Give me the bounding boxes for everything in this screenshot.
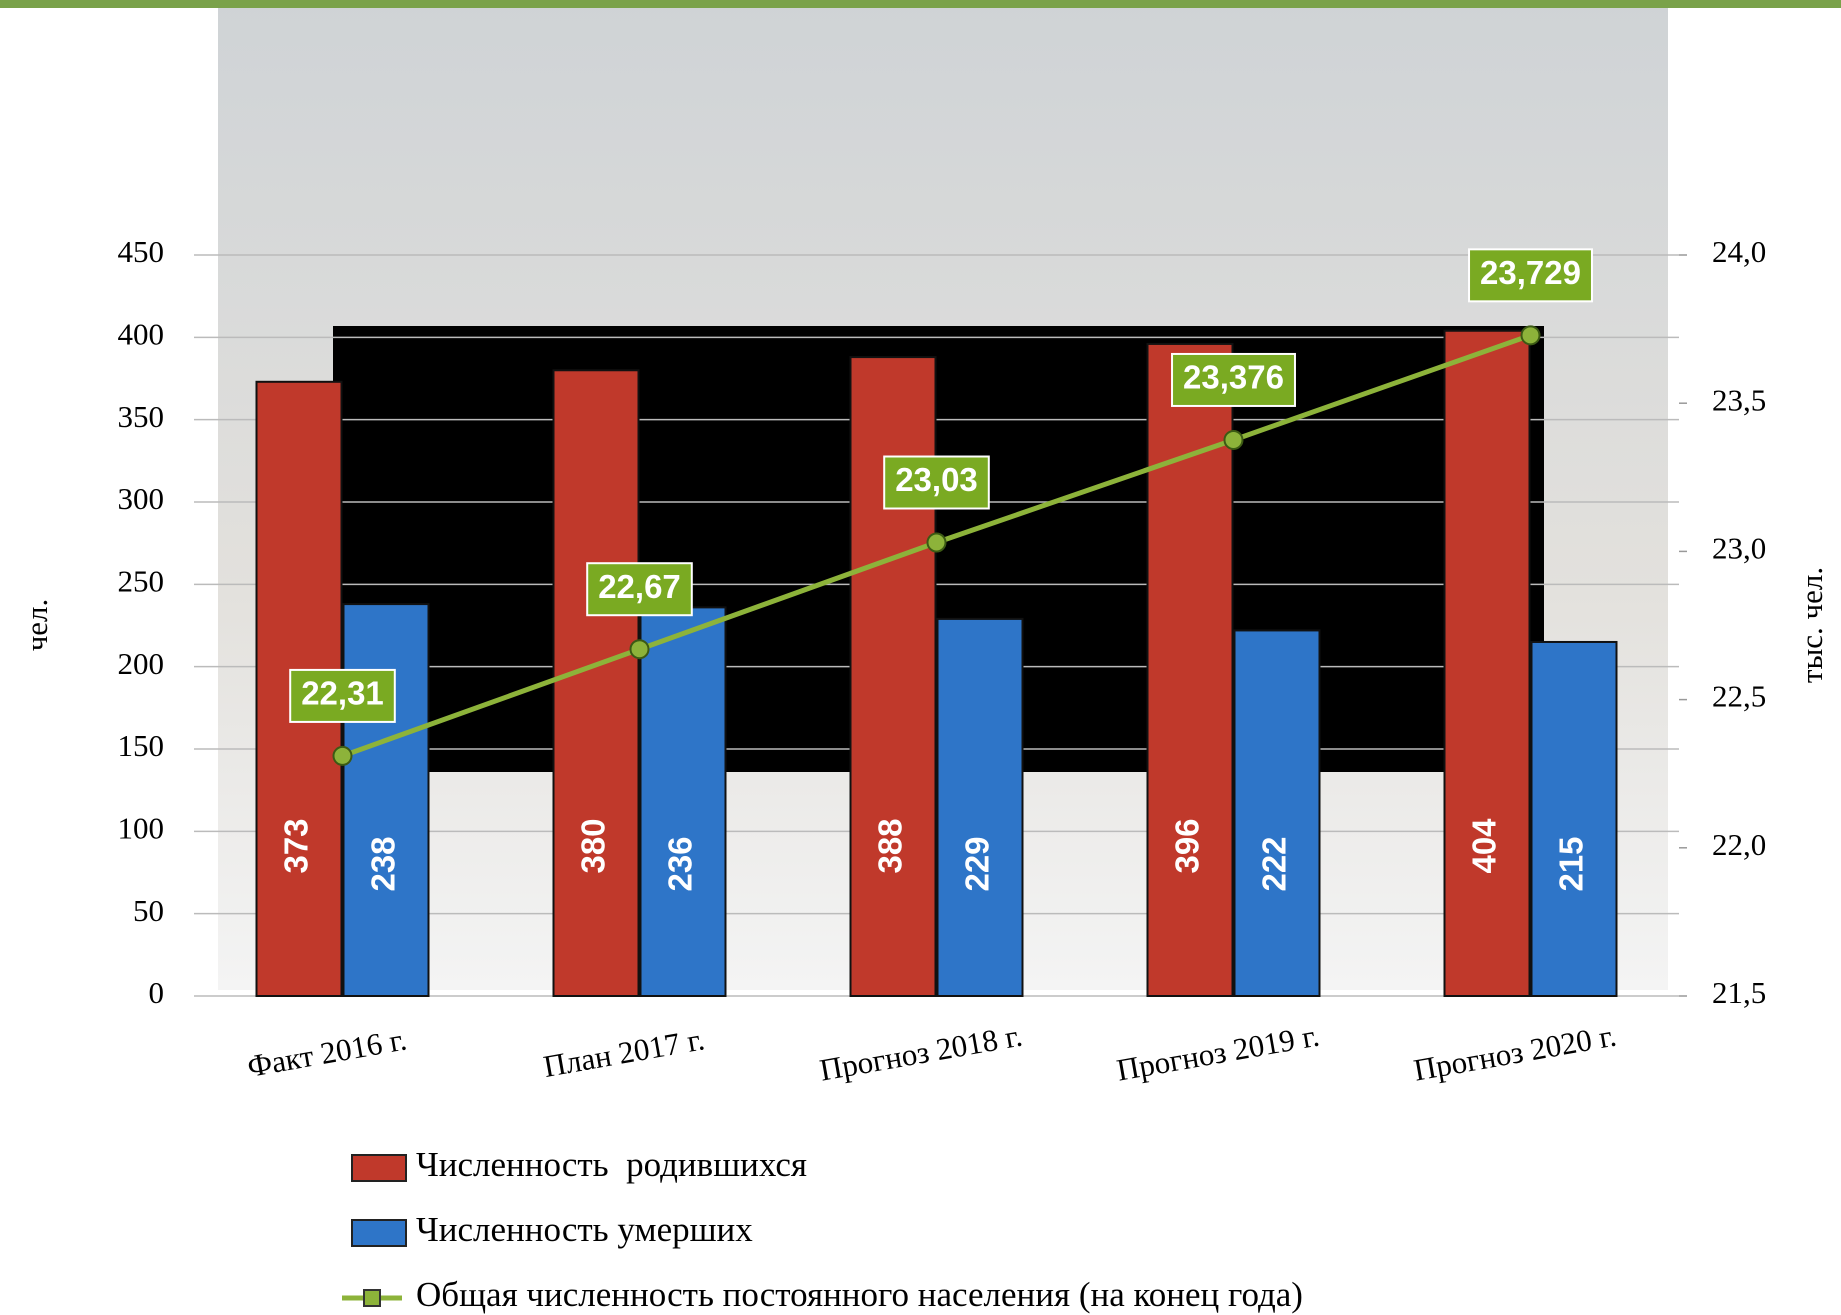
y2-axis-label: тыс. чел. [1794,567,1829,683]
legend-label: Численность родившихся [416,1145,807,1184]
bar-value-label: 404 [1466,818,1503,874]
bar [639,606,727,997]
line-point [1520,325,1541,346]
bar-value-label: 380 [575,818,612,873]
legend-label: Общая численность постоянного населения … [416,1275,1303,1314]
data-label: 23,376 [1171,352,1296,407]
y2-tick-label: 21,5 [1712,975,1766,1010]
label-box [1468,248,1593,303]
y-tick-label: 450 [118,234,165,269]
line-point [1223,429,1244,450]
bar-value-label: 388 [872,818,909,873]
bar-value-label: 396 [1169,818,1206,873]
label-box [289,668,396,723]
top-strip [0,0,1841,8]
line-point [332,745,353,766]
bar-value-label: 229 [959,836,996,891]
line-value-label: 23,729 [1480,254,1581,291]
bar-value-label: 373 [278,818,315,873]
bar [1530,640,1618,997]
bar [552,369,640,997]
y-axis-label: чел. [19,599,54,652]
y2-tick-label: 23,5 [1712,382,1766,417]
y2-tick-label: 23,0 [1712,531,1766,566]
y-tick-label: 200 [118,646,165,681]
bar [849,356,937,997]
bar [1443,329,1531,998]
y-tick-label: 350 [118,399,165,434]
bar-value-label: 222 [1256,836,1293,891]
data-label: 22,67 [586,562,693,617]
bar-value-label: 215 [1553,836,1590,891]
legend-swatch [363,1289,381,1307]
y-tick-label: 300 [118,481,165,516]
y-tick-label: 150 [118,728,165,763]
data-label: 23,729 [1468,248,1593,303]
y-tick-label: 100 [118,810,165,845]
bar-value-label: 236 [662,836,699,891]
legend-swatch [351,1154,407,1182]
y-tick-label: 50 [133,893,164,928]
y-tick-label: 0 [149,975,165,1010]
line-point [629,639,650,660]
y-tick-label: 400 [118,316,165,351]
data-label: 22,31 [289,668,396,723]
legend-label: Численность умерших [416,1210,753,1249]
legend-swatch [351,1219,407,1247]
bar [1233,629,1321,997]
line-value-label: 23,03 [895,461,978,498]
line-value-label: 22,67 [598,568,681,605]
label-box [883,455,990,510]
line-point [926,532,947,553]
bar-value-label: 238 [365,836,402,891]
label-box [1171,352,1296,407]
y2-tick-label: 22,5 [1712,679,1766,714]
line-value-label: 22,31 [301,675,384,712]
y2-tick-label: 24,0 [1712,234,1766,269]
line-value-label: 23,376 [1183,359,1284,396]
y-tick-label: 250 [118,563,165,598]
bar [342,603,430,997]
bar [936,617,1024,997]
bar [1146,342,1234,998]
data-label: 23,03 [883,455,990,510]
label-box [586,562,693,617]
y2-tick-label: 22,0 [1712,827,1766,862]
